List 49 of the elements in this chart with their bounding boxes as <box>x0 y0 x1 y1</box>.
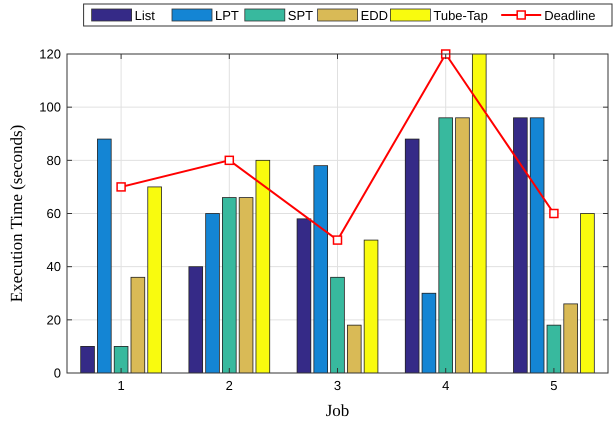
bar <box>147 186 162 374</box>
bar <box>188 266 204 374</box>
bar <box>364 240 378 374</box>
point <box>224 156 234 166</box>
bar <box>330 276 345 374</box>
legend-label: List <box>134 8 156 23</box>
bar <box>80 346 95 374</box>
y-tick-label: 20 <box>46 312 61 328</box>
bar <box>422 292 436 374</box>
bar <box>238 197 254 374</box>
legend-label: SPT <box>288 8 314 23</box>
bar <box>222 197 237 374</box>
bar <box>438 117 453 374</box>
bar <box>296 218 312 374</box>
x-tick-label: 1 <box>117 378 125 393</box>
x-tick-label: 4 <box>442 378 450 393</box>
legend-label: Deadline <box>544 8 596 23</box>
x-tick-label: 2 <box>226 378 233 393</box>
bar <box>313 165 328 374</box>
bar <box>346 324 362 374</box>
y-tick-label: 60 <box>46 206 61 221</box>
y-tick-label: 0 <box>54 366 61 380</box>
legend-label: LPT <box>215 8 239 23</box>
x-tick-label: 3 <box>334 378 342 393</box>
y-tick-label: 80 <box>46 152 61 168</box>
bar <box>472 54 487 374</box>
bar <box>97 138 112 374</box>
bar <box>530 117 544 374</box>
y-tick-label: 120 <box>39 46 61 62</box>
y-axis-title: Execution Time (seconds) <box>7 124 26 302</box>
bar <box>404 138 420 374</box>
legend-label: Tube-Tap <box>433 8 488 23</box>
x-axis-title: Job <box>326 401 350 420</box>
bar <box>455 117 470 374</box>
point <box>549 208 559 218</box>
legend-label: EDD <box>360 8 388 23</box>
y-tick-label: 40 <box>46 259 61 274</box>
bar <box>546 324 562 374</box>
bar <box>205 213 220 374</box>
bar <box>580 213 595 374</box>
point <box>332 235 342 245</box>
x-tick-label: 5 <box>550 378 558 393</box>
bar <box>130 276 146 374</box>
bar <box>563 303 578 374</box>
bar <box>513 117 528 374</box>
point <box>116 182 126 192</box>
bar <box>256 160 270 374</box>
bar <box>114 346 128 374</box>
y-tick-label: 100 <box>39 100 61 115</box>
